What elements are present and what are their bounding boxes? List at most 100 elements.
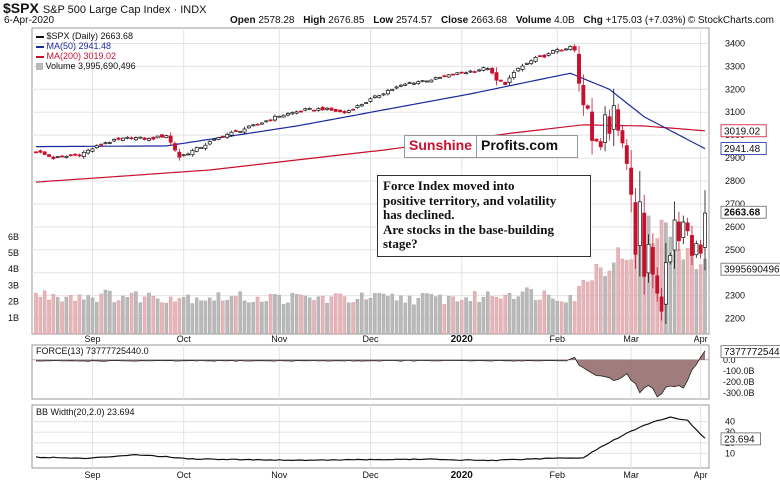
volume-bar: [451, 296, 455, 335]
price-tick-label: 2600: [725, 222, 745, 232]
candle-body: [611, 105, 616, 130]
volume-bar: [116, 300, 121, 335]
candle-body: [572, 46, 577, 51]
candle-body: [99, 143, 104, 146]
candle-body: [481, 67, 486, 71]
candle-body: [650, 247, 655, 275]
candle-body: [407, 82, 412, 84]
volume-bar: [442, 303, 447, 335]
annotation-box: Force Index moved into positive territor…: [377, 175, 591, 257]
volume-bar: [477, 302, 481, 335]
volume-bar: [529, 289, 533, 335]
candle-body: [698, 244, 703, 254]
candle-body: [551, 50, 555, 54]
candle-body: [703, 212, 707, 248]
legend-volume: Volume 3,995,690,496: [45, 61, 136, 71]
candle-body: [646, 243, 651, 274]
volume-bar: [603, 276, 607, 335]
candle-body: [629, 167, 634, 195]
volume-bar: [34, 292, 38, 335]
volume-bar: [581, 280, 586, 335]
candle-body: [216, 137, 221, 140]
volume-bar: [160, 302, 164, 335]
candle-body: [38, 150, 43, 153]
candle-body: [246, 125, 251, 129]
volume-bar: [494, 296, 499, 335]
candle-body: [385, 90, 390, 95]
volume-bar: [77, 294, 82, 335]
volume-bar: [694, 269, 699, 335]
candle-body: [47, 154, 51, 157]
volume-bar: [659, 219, 664, 335]
volume-bar: [572, 301, 577, 335]
x-tick-label: Sep: [84, 334, 100, 344]
candle-body: [316, 108, 321, 111]
candle-body: [355, 105, 360, 108]
candle-body: [546, 53, 551, 56]
candle-body: [598, 141, 603, 148]
volume-bar: [212, 300, 216, 335]
volume-bar: [268, 294, 273, 335]
volume-bar: [99, 293, 103, 335]
candle-body: [242, 128, 247, 133]
volume-bar: [103, 289, 108, 335]
candle-body: [411, 82, 416, 85]
volume-bar: [568, 295, 573, 335]
candle-body: [607, 116, 612, 134]
candle-body: [577, 53, 581, 84]
volume-bar: [625, 260, 629, 335]
annotation-line: stage?: [383, 236, 418, 251]
annotation-line: has declined.: [383, 207, 455, 222]
volume-bar: [412, 304, 416, 335]
candle-body: [359, 104, 364, 107]
close-value: 2663.68: [470, 15, 508, 26]
x-tick-label: Mar: [623, 470, 639, 480]
candle-body: [559, 49, 564, 52]
volume-bar: [186, 294, 190, 335]
candle-body: [151, 136, 156, 140]
volume-tick-label: 2B: [8, 297, 19, 307]
candle-body: [290, 112, 295, 115]
volume-bar: [551, 298, 555, 335]
candle-body: [564, 48, 568, 51]
candle-body: [73, 153, 78, 156]
volume-bar: [438, 294, 442, 335]
volume-label: Volume: [515, 15, 552, 26]
volume-bar: [255, 296, 260, 335]
candle-body: [207, 141, 212, 145]
candle-body: [64, 155, 69, 158]
bbw-line: [35, 416, 706, 462]
candle-body: [511, 72, 516, 78]
volume-bar: [69, 295, 73, 335]
volume-bar: [60, 301, 64, 335]
candle-body: [94, 145, 99, 149]
candle-body: [281, 114, 286, 118]
volume-bar: [368, 297, 373, 335]
candle-body: [594, 138, 599, 142]
volume-bar: [486, 291, 490, 335]
candle-body: [694, 243, 699, 256]
ma50-badge-box: [720, 142, 767, 155]
x-tick-label: Apr: [694, 334, 708, 344]
volume-bar: [129, 292, 134, 335]
candle-body: [390, 88, 395, 91]
candle-body: [381, 93, 386, 96]
candle-body: [681, 221, 686, 238]
bbw-tick-label: 40: [725, 417, 735, 427]
candle-body: [164, 135, 169, 138]
force-area: [36, 350, 705, 397]
volume-bar: [681, 259, 686, 335]
candle-body: [542, 54, 547, 58]
volume-bar: [190, 303, 195, 335]
volume-bar: [455, 301, 460, 335]
volume-bar: [333, 293, 338, 335]
volume-bar: [247, 302, 251, 335]
volume-bar: [386, 295, 390, 335]
volume-bar: [698, 264, 703, 335]
volume-bar: [121, 295, 125, 335]
ma200-badge-box: [720, 124, 767, 138]
volume-bar: [234, 296, 238, 335]
bbw-badge-box: [720, 432, 761, 446]
candle-body: [125, 136, 130, 139]
ma50-badge-text: 2941.48: [724, 144, 761, 155]
